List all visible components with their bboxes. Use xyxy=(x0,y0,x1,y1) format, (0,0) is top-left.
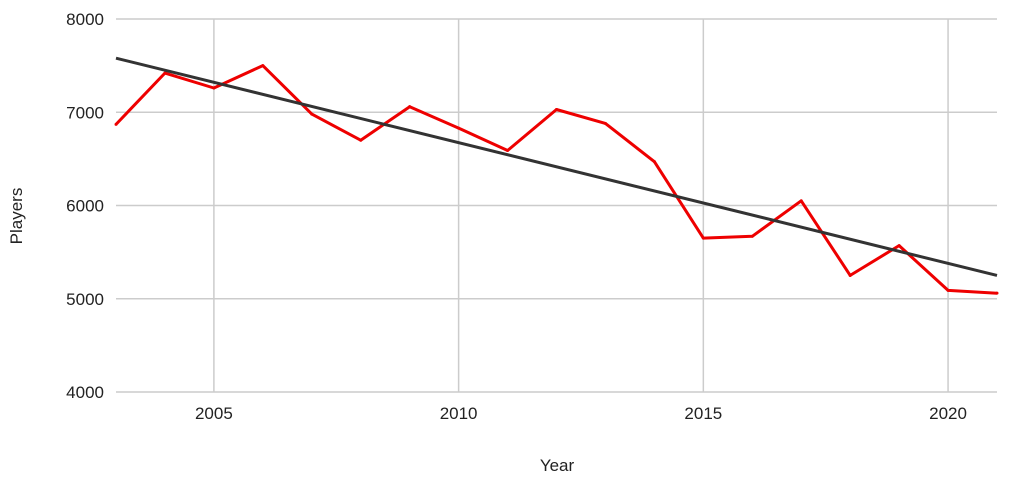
data-point xyxy=(261,64,265,68)
data-point xyxy=(555,107,558,111)
data-point xyxy=(946,288,950,292)
y-tick-label: 8000 xyxy=(66,10,104,29)
y-tick-labels: 4000 5000 6000 7000 8000 xyxy=(66,10,104,402)
data-point xyxy=(163,71,167,75)
data-point xyxy=(652,160,656,164)
data-point xyxy=(799,199,803,203)
data-point xyxy=(701,236,705,240)
x-axis-title: Year xyxy=(540,456,575,475)
x-tick-label: 2010 xyxy=(440,404,478,423)
y-axis-title: Players xyxy=(7,188,26,245)
series-line xyxy=(114,64,998,295)
x-tick-label: 2015 xyxy=(684,404,722,423)
data-point xyxy=(995,291,999,295)
data-point xyxy=(848,273,852,277)
y-tick-label: 5000 xyxy=(66,290,104,309)
data-point xyxy=(897,244,901,248)
trendline xyxy=(115,56,998,277)
y-tick-label: 4000 xyxy=(66,383,104,402)
data-point xyxy=(603,121,607,125)
data-point xyxy=(359,138,363,142)
x-tick-label: 2020 xyxy=(929,404,967,423)
series-layer xyxy=(114,64,999,295)
data-point xyxy=(212,86,216,90)
data-point xyxy=(114,122,118,126)
data-point xyxy=(750,234,754,238)
data-point xyxy=(506,148,510,152)
y-tick-label: 6000 xyxy=(66,197,104,216)
grid xyxy=(116,18,997,393)
x-tick-label: 2005 xyxy=(195,404,233,423)
data-point xyxy=(408,105,412,109)
trendline-layer xyxy=(115,56,998,277)
data-point xyxy=(457,126,461,130)
y-tick-label: 7000 xyxy=(66,103,104,122)
x-tick-labels: 2005 2010 2015 2020 xyxy=(195,404,967,423)
data-point xyxy=(310,112,314,116)
